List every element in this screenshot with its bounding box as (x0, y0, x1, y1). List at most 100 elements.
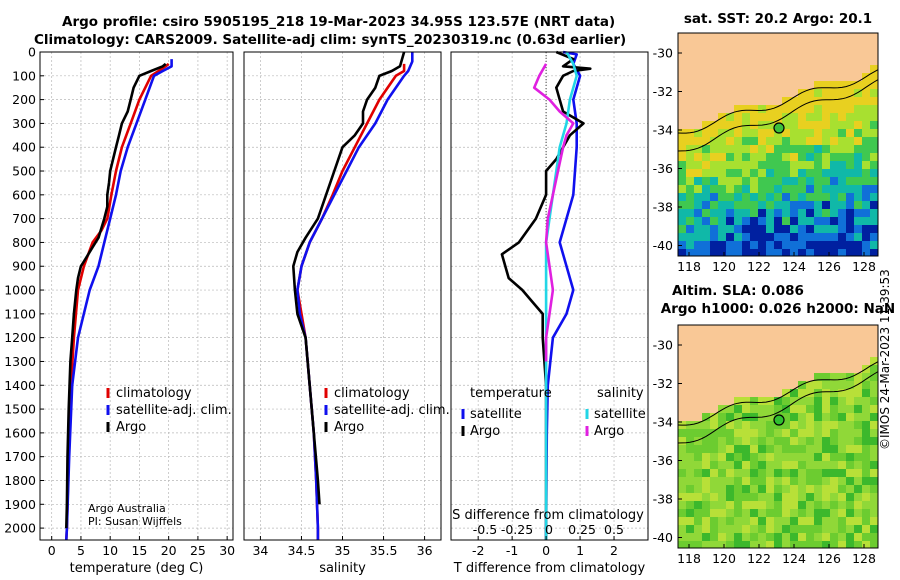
sst-map-cell (870, 137, 878, 145)
sst-map-cell (766, 233, 774, 241)
sla-map-cell (782, 493, 790, 501)
sla-map-cell (790, 469, 798, 477)
sla-map-cell (798, 501, 806, 509)
sla-map-cell (854, 453, 862, 461)
sst-map-cell (750, 217, 758, 225)
sst-map-cell (838, 89, 846, 97)
sst-map-cell (822, 185, 830, 193)
sla-map-cell (846, 509, 854, 517)
sla-map-cell (870, 501, 878, 509)
sla-map-cell (798, 541, 806, 548)
sla-map-cell (862, 397, 870, 405)
sst-map-cell (798, 249, 806, 256)
sst-map-cell (758, 225, 766, 233)
sst-map-cell (798, 233, 806, 241)
sla-map-cell (854, 469, 862, 477)
sst-map-cell (830, 185, 838, 193)
sla-map-cell (726, 485, 734, 493)
sst-map-cell (822, 89, 830, 97)
sla-map-cell (734, 445, 742, 453)
sla-map-cell (742, 453, 750, 461)
sst-map-cell (742, 241, 750, 249)
sst-depth-contour (678, 79, 878, 152)
sla-map-cell (862, 485, 870, 493)
sla-map-cell (870, 509, 878, 517)
sst-map-cell (830, 249, 838, 256)
sla-map-cell (838, 509, 846, 517)
sst-map-cell (862, 113, 870, 121)
sla-map-cell (710, 485, 718, 493)
sst-map-cell (758, 241, 766, 249)
sst-map-cell (694, 249, 702, 256)
sst-argo-marker (773, 122, 785, 134)
sla-lon-label: 124 (782, 551, 806, 566)
sla-map-cell (678, 461, 686, 469)
sla-map-cell (814, 429, 822, 437)
sla-map-cell (782, 413, 790, 421)
difference-top-xtick-label: -0.5 (473, 522, 497, 537)
depth-tick-label: 500 (12, 164, 36, 179)
sst-map-cell (750, 177, 758, 185)
sst-map-cell (854, 129, 862, 137)
sst-map-cell (798, 193, 806, 201)
sla-map-cell (838, 437, 846, 445)
sla-map-cell (766, 453, 774, 461)
sla-map-cell (758, 525, 766, 533)
sst-map-cell (742, 129, 750, 137)
sst-map-cell (838, 241, 846, 249)
sla-map-cell (694, 477, 702, 485)
sla-map-cell (702, 477, 710, 485)
sla-map-cell (686, 469, 694, 477)
sla-lat-label: -38 (653, 492, 673, 507)
sst-map-cell (726, 225, 734, 233)
sst-map-cell (782, 201, 790, 209)
sst-map-cell (782, 177, 790, 185)
sst-map-cell (862, 129, 870, 137)
sla-map-cell (862, 453, 870, 461)
sst-map-cell (790, 97, 798, 105)
sla-map-cell (822, 533, 830, 541)
sst-map-cell (742, 121, 750, 129)
sst-map-cell (742, 169, 750, 177)
sst-map-cell (854, 217, 862, 225)
sla-map-cell (854, 501, 862, 509)
sla-map-cell (870, 429, 878, 437)
sla-map-cell (734, 429, 742, 437)
sla-map-cell (798, 397, 806, 405)
sst-map-cell (774, 225, 782, 233)
sst-map-cell (678, 185, 686, 193)
sst-map-cell (846, 113, 854, 121)
sla-map-cell (774, 477, 782, 485)
sla-map-cell (702, 437, 710, 445)
depth-tick-label: 1100 (4, 306, 36, 321)
sst-map-cell (822, 217, 830, 225)
sla-map-cell (838, 413, 846, 421)
sla-map-cell (726, 477, 734, 485)
panel-temperature-legend-label: Argo (116, 420, 146, 435)
sla-map-cell (750, 501, 758, 509)
sla-map-cell (854, 373, 862, 381)
sla-map-cell (766, 477, 774, 485)
sst-map-cell (870, 73, 878, 81)
sst-map-cell (766, 153, 774, 161)
sst-lon-label: 118 (677, 259, 701, 274)
sla-map-cell (782, 453, 790, 461)
sst-map-cell (726, 217, 734, 225)
sla-map-cell (734, 461, 742, 469)
sst-map-cell (702, 129, 710, 137)
sst-map-cell (790, 225, 798, 233)
sla-map-cell (830, 429, 838, 437)
sla-map-cell (702, 525, 710, 533)
sla-map-cell (830, 373, 838, 381)
sst-map-cell (718, 209, 726, 217)
sst-map-cell (798, 177, 806, 185)
sst-map-cell (742, 177, 750, 185)
sst-map-cell (862, 217, 870, 225)
sla-map-cell (686, 453, 694, 461)
sst-map-cell (806, 121, 814, 129)
sst-map-cell (846, 185, 854, 193)
sla-map-cell (710, 453, 718, 461)
sst-map-cell (854, 145, 862, 153)
sst-map-cell (838, 105, 846, 113)
sst-map-cell (822, 177, 830, 185)
